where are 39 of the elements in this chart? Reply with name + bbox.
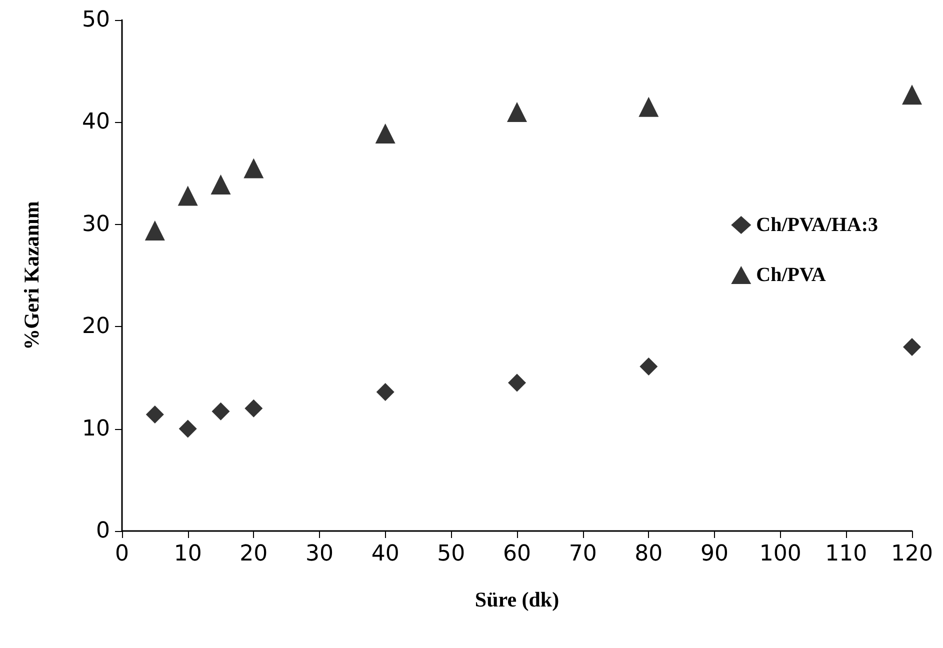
legend-label: Ch/PVA/HA:3	[756, 214, 878, 236]
y-tick-label: 0	[96, 518, 110, 544]
x-tick-label: 70	[568, 542, 597, 566]
x-tick-label: 120	[891, 542, 933, 566]
point	[640, 357, 658, 376]
y-tick-label: 10	[82, 416, 110, 442]
x-tick-label: 10	[174, 542, 202, 566]
point	[244, 158, 264, 178]
point	[903, 338, 921, 356]
legend-label: Ch/PVA	[756, 264, 826, 286]
point	[144, 220, 165, 241]
point	[638, 96, 659, 117]
point	[212, 402, 230, 420]
x-tick-label: 30	[306, 542, 334, 566]
point	[244, 399, 263, 418]
point	[210, 174, 231, 195]
point	[508, 374, 526, 392]
x-tick-label: 20	[240, 542, 268, 566]
y-tick-label: 20	[82, 314, 110, 340]
point	[507, 102, 527, 122]
y-tick-label: 30	[82, 212, 110, 237]
x-tick-label: 0	[115, 542, 129, 566]
y-axis-title: %Geri Kazanım	[20, 200, 44, 350]
point	[376, 383, 394, 402]
x-axis-title: Süre (dk)	[474, 588, 560, 612]
y-tick-label: 40	[82, 110, 110, 135]
point	[146, 405, 164, 424]
point	[902, 84, 922, 105]
y-tick-label: 50	[82, 8, 110, 32]
point	[178, 420, 197, 438]
x-tick-label: 110	[825, 542, 868, 566]
x-tick-label: 80	[634, 542, 663, 566]
x-tick-label: 90	[700, 542, 728, 566]
point	[178, 186, 198, 206]
point	[375, 123, 396, 144]
x-tick-label: 100	[759, 542, 802, 566]
x-tick-label: 40	[371, 542, 400, 566]
x-tick-label: 50	[437, 542, 466, 566]
x-tick-label: 60	[503, 542, 531, 566]
